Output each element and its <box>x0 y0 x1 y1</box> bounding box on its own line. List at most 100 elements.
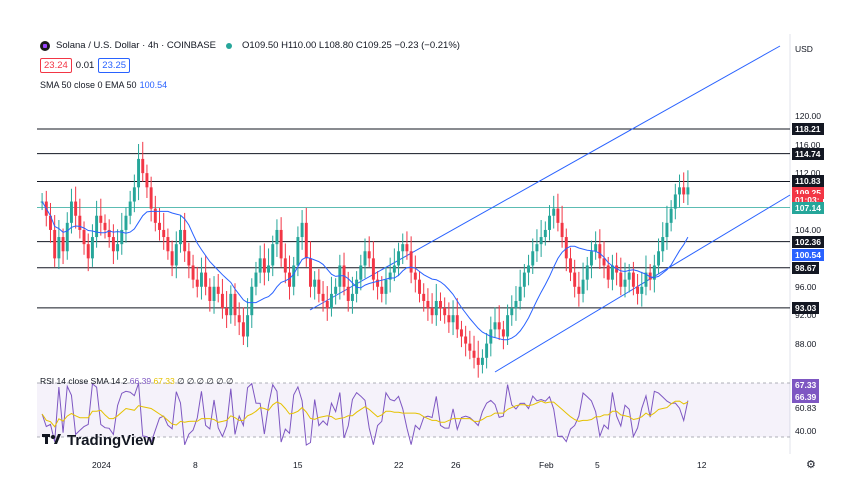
candle-body <box>204 272 208 287</box>
candle-body <box>644 272 648 287</box>
candle-body <box>271 244 275 266</box>
candle-body <box>543 229 547 238</box>
channel-lower-line <box>494 194 791 373</box>
candle-body <box>439 300 442 309</box>
candle-body <box>589 251 593 266</box>
candle-body <box>636 286 640 294</box>
candle-body <box>237 315 241 323</box>
candle-body <box>309 258 312 287</box>
candle-body <box>283 258 287 273</box>
candle-body <box>329 293 333 309</box>
candle-body <box>405 244 409 252</box>
candle-body <box>225 308 229 316</box>
time-tick-label: Feb <box>539 460 554 470</box>
candle-body <box>246 315 250 337</box>
time-tick-label: 12 <box>697 460 707 470</box>
candle-body <box>363 251 367 266</box>
price-tick-label: 120.00 <box>795 111 821 122</box>
tradingview-logo[interactable]: TradingView <box>42 432 155 449</box>
time-tick-label: 15 <box>293 460 303 470</box>
candle-body <box>665 222 669 238</box>
candle-body <box>380 286 384 294</box>
candle-body <box>598 244 602 259</box>
rsi-legend-rest: ∅ ∅ ∅ ∅ ∅ ∅ <box>177 376 234 386</box>
candle-body <box>476 357 480 365</box>
candle-body <box>132 187 136 202</box>
candle-body <box>346 286 350 301</box>
candle-body <box>447 315 451 323</box>
candle-body <box>418 279 421 294</box>
candle-body <box>673 194 677 209</box>
candle-body <box>434 300 438 316</box>
candle-body <box>254 272 258 287</box>
candle-body <box>116 244 120 252</box>
spread-value: 0.01 <box>75 60 95 71</box>
candle-body <box>300 222 304 238</box>
candle-body <box>233 293 237 316</box>
candle-body <box>145 173 149 188</box>
price-tick-label: 96.00 <box>795 281 817 292</box>
rsi-legend[interactable]: RSI 14 close SMA 14 2 66.39 67.33 ∅ ∅ ∅ … <box>40 376 233 387</box>
candle-body <box>531 251 535 266</box>
price-level-tag: 114.74 <box>792 147 824 160</box>
rsi-tick-label: 40.00 <box>795 426 817 436</box>
candle-body <box>573 272 577 287</box>
candle-body <box>610 265 614 280</box>
candle-body <box>468 343 472 351</box>
candle-body <box>510 308 514 316</box>
candle-body <box>455 315 459 330</box>
solana-coin-icon <box>40 40 50 51</box>
rsi-band <box>37 383 790 437</box>
candle-body <box>275 229 279 245</box>
price-level-tag: 118.21 <box>792 123 824 136</box>
candle-body <box>86 244 90 259</box>
time-tick-label: 2024 <box>92 460 111 470</box>
symbol-header[interactable]: Solana / U.S. Dollar · 4h · COINBASE O10… <box>40 40 460 51</box>
candle-body <box>111 237 115 252</box>
candle-body <box>657 251 661 266</box>
candle-body <box>241 322 245 337</box>
candle-body <box>74 201 78 216</box>
rsi-tick-label: 66.39 <box>792 391 820 403</box>
buy-price-button[interactable]: 23.25 <box>98 58 131 73</box>
candle-body <box>57 237 61 259</box>
candle-body <box>552 208 556 216</box>
candle-body <box>158 222 161 230</box>
candle-body <box>451 315 455 323</box>
price-tick-label: 88.00 <box>795 338 817 349</box>
currency-label[interactable]: USD <box>795 44 813 54</box>
candle-body <box>669 208 673 223</box>
candle-body <box>497 322 501 330</box>
candle-body <box>313 279 317 287</box>
price-tick-label: 112.00 <box>795 168 821 179</box>
candle-body <box>376 279 380 287</box>
sell-price-button[interactable]: 23.24 <box>40 58 72 73</box>
candle-body <box>648 272 652 280</box>
candle-body <box>65 222 69 252</box>
quote-row: 23.24 0.01 23.25 <box>40 58 131 73</box>
candle-body <box>195 279 199 287</box>
price-tick-label: 116.00 <box>795 139 821 150</box>
gear-icon[interactable]: ⚙ <box>806 459 816 471</box>
candle-body <box>95 215 99 238</box>
candle-body <box>128 201 132 216</box>
candle-body <box>686 187 690 195</box>
candle-body <box>82 229 86 245</box>
candle-body <box>556 208 560 223</box>
candle-body <box>388 272 392 280</box>
sma-legend[interactable]: SMA 50 close 0 EMA 50 100.54 <box>40 80 167 90</box>
candle-body <box>413 272 417 280</box>
candle-body <box>229 293 233 316</box>
candle-body <box>619 272 623 287</box>
rsi-sma-line <box>41 400 689 428</box>
rsi-tick-label: 67.33 <box>792 379 820 391</box>
price-level-tag: 98.67 <box>792 261 820 274</box>
symbol-title[interactable]: Solana / U.S. Dollar · 4h · COINBASE <box>56 40 216 51</box>
candle-body <box>61 237 65 252</box>
candle-body <box>153 208 157 223</box>
candle-body <box>678 187 681 195</box>
candle-body <box>137 158 141 188</box>
candle-body <box>627 272 631 280</box>
price-level-tag: 100.54 <box>792 248 824 261</box>
